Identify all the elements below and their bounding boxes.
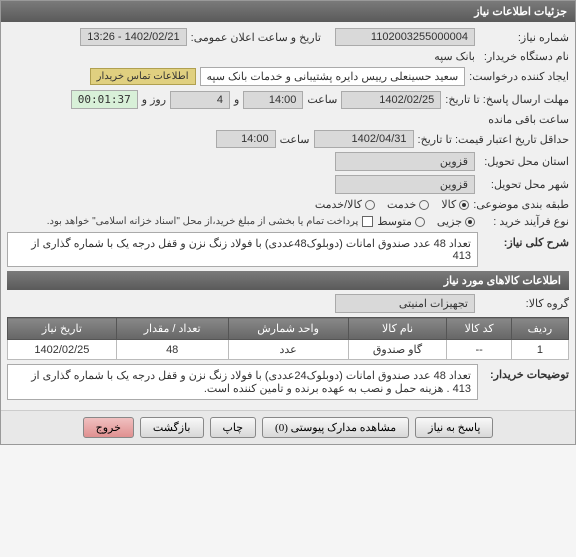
cell-name: گاو صندوق (348, 340, 447, 360)
items-header: اطلاعات کالاهای مورد نیاز (7, 271, 569, 290)
resp-date: 1402/02/25 (341, 91, 441, 109)
th-date: تاریخ نیاز (8, 318, 117, 340)
th-unit: واحد شمارش (228, 318, 348, 340)
need-details-panel: جزئیات اطلاعات نیاز شماره نیاز: 11020032… (0, 0, 576, 445)
th-row: ردیف (511, 318, 568, 340)
respond-button[interactable]: پاسخ به نیاز (415, 417, 493, 438)
back-button[interactable]: بازگشت (140, 417, 204, 438)
pub-datetime-label: تاریخ و ساعت اعلان عمومی: (191, 31, 321, 44)
need-no-label: شماره نیاز: (479, 31, 569, 44)
remaining-label: ساعت باقی مانده (488, 113, 569, 126)
buyer-org-value: بانک سپه (434, 50, 475, 63)
cell-date: 1402/02/25 (8, 340, 117, 360)
exit-button[interactable]: خروج (83, 417, 134, 438)
budget-goods-radio[interactable]: کالا (441, 198, 469, 211)
and-label: و (234, 93, 239, 106)
validity-label: حداقل تاریخ اعتبار قیمت: تا تاریخ: (418, 133, 569, 146)
table-row[interactable]: 1 -- گاو صندوق عدد 48 1402/02/25 (8, 340, 569, 360)
cell-code: -- (447, 340, 511, 360)
requester-value: سعید حسینعلی رییس دایره پشتیبانی و خدمات… (200, 67, 466, 86)
resp-time: 14:00 (243, 91, 303, 109)
buyer-org-label: نام دستگاه خریدار: (479, 50, 569, 63)
summary-value: تعداد 48 عدد صندوق امانات (دوبلوک48عددی)… (7, 232, 478, 267)
purchase-type-radios: جزیی متوسط (377, 215, 475, 228)
requester-label: ایجاد کننده درخواست: (469, 70, 569, 83)
buyer-notes-value: تعداد 48 عدد صندوق امانات (دوبلوک24عددی)… (7, 364, 478, 400)
goods-group-label: گروه کالا: (479, 297, 569, 310)
purchase-partial-radio[interactable]: جزیی (437, 215, 475, 228)
time-left: 00:01:37 (71, 90, 138, 109)
cell-qty: 48 (116, 340, 228, 360)
province-value: قزوین (335, 152, 475, 171)
city-label: شهر محل تحویل: (479, 178, 569, 191)
buyer-notes-label: توضیحات خریدار: (484, 364, 569, 381)
th-code: کد کالا (447, 318, 511, 340)
cell-row: 1 (511, 340, 568, 360)
days-left: 4 (170, 91, 230, 109)
hour-label-2: ساعت (280, 133, 310, 146)
items-table: ردیف کد کالا نام کالا واحد شمارش تعداد /… (7, 317, 569, 360)
province-label: استان محل تحویل: (479, 155, 569, 168)
purchase-medium-radio[interactable]: متوسط (377, 215, 425, 228)
panel-body: شماره نیاز: 1102003255000004 تاریخ و ساع… (1, 22, 575, 410)
contact-info-link[interactable]: اطلاعات تماس خریدار (90, 68, 196, 85)
goods-group-value: تجهیزات امنیتی (335, 294, 475, 313)
resp-deadline-label: مهلت ارسال پاسخ: تا تاریخ: (445, 93, 569, 106)
budget-class-radios: کالا خدمت کالا/خدمت (315, 198, 469, 211)
th-qty: تعداد / مقدار (116, 318, 228, 340)
pub-date: 1402/02/21 - 13:26 (80, 28, 186, 46)
attachments-button[interactable]: مشاهده مدارک پیوستی (0) (262, 417, 409, 438)
summary-label: شرح کلی نیاز: (484, 232, 569, 249)
hour-label-1: ساعت (307, 93, 337, 106)
purchase-type-label: نوع فرآیند خرید : (479, 215, 569, 228)
treasury-checkbox[interactable] (362, 216, 373, 227)
th-name: نام کالا (348, 318, 447, 340)
valid-time: 14:00 (216, 130, 276, 148)
budget-goods-service-radio[interactable]: کالا/خدمت (315, 198, 375, 211)
budget-class-label: طبقه بندی موضوعی: (473, 198, 569, 211)
cell-unit: عدد (228, 340, 348, 360)
budget-service-radio[interactable]: خدمت (387, 198, 429, 211)
footer-buttons: پاسخ به نیاز مشاهده مدارک پیوستی (0) چاپ… (1, 410, 575, 444)
need-no-value: 1102003255000004 (335, 28, 475, 46)
city-value: قزوین (335, 175, 475, 194)
valid-date: 1402/04/31 (314, 130, 414, 148)
panel-title: جزئیات اطلاعات نیاز (1, 1, 575, 22)
payment-note: پرداخت تمام یا بخشی از مبلغ خرید،از محل … (47, 216, 359, 227)
day-label: روز و (142, 93, 166, 106)
print-button[interactable]: چاپ (210, 417, 257, 438)
